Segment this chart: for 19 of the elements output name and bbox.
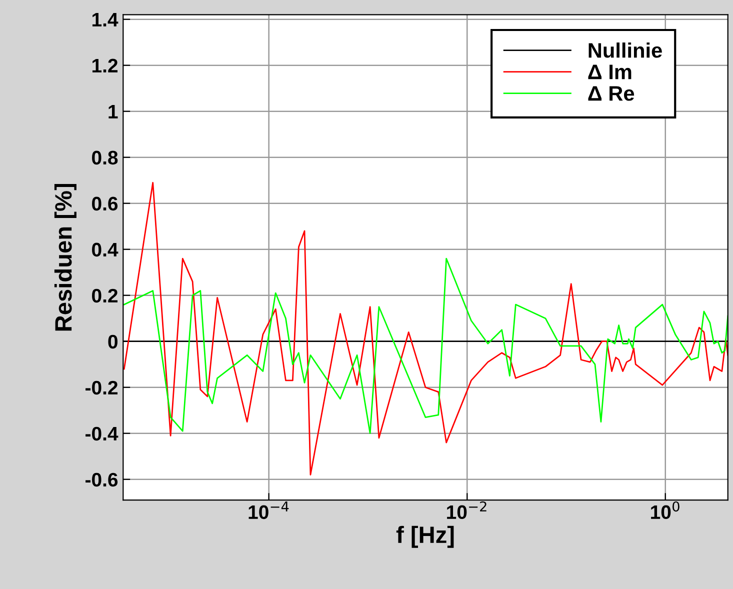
y-tick-label: 0.8 [92,150,118,165]
y-tick-label: 0.6 [92,196,118,211]
y-tick-label: -0.2 [86,380,118,395]
legend-label: Δ Re [588,86,634,101]
x-tick-label: 10$^{0}$ [651,501,680,520]
y-tick-label: -0.4 [86,426,118,441]
legend-label: Δ Im [588,64,632,80]
y-tick-label: 1 [108,105,118,118]
y-tick-label: 0.4 [92,242,118,257]
y-tick-label: 0.2 [92,288,118,303]
y-tick-label: -0.6 [86,472,118,487]
x-tick-label: 10$^{−4}$ [248,502,289,520]
y-tick-label: 0 [108,334,118,349]
legend-label: Nullinie [588,42,662,58]
y-tick-label: 1.2 [92,58,118,72]
y-tick-label: 1.4 [92,12,118,26]
y-axis-title: Residuen [%] [54,184,76,331]
x-tick-label: 10$^{−2}$ [447,501,486,520]
x-axis-title: f [Hz] [396,526,454,548]
